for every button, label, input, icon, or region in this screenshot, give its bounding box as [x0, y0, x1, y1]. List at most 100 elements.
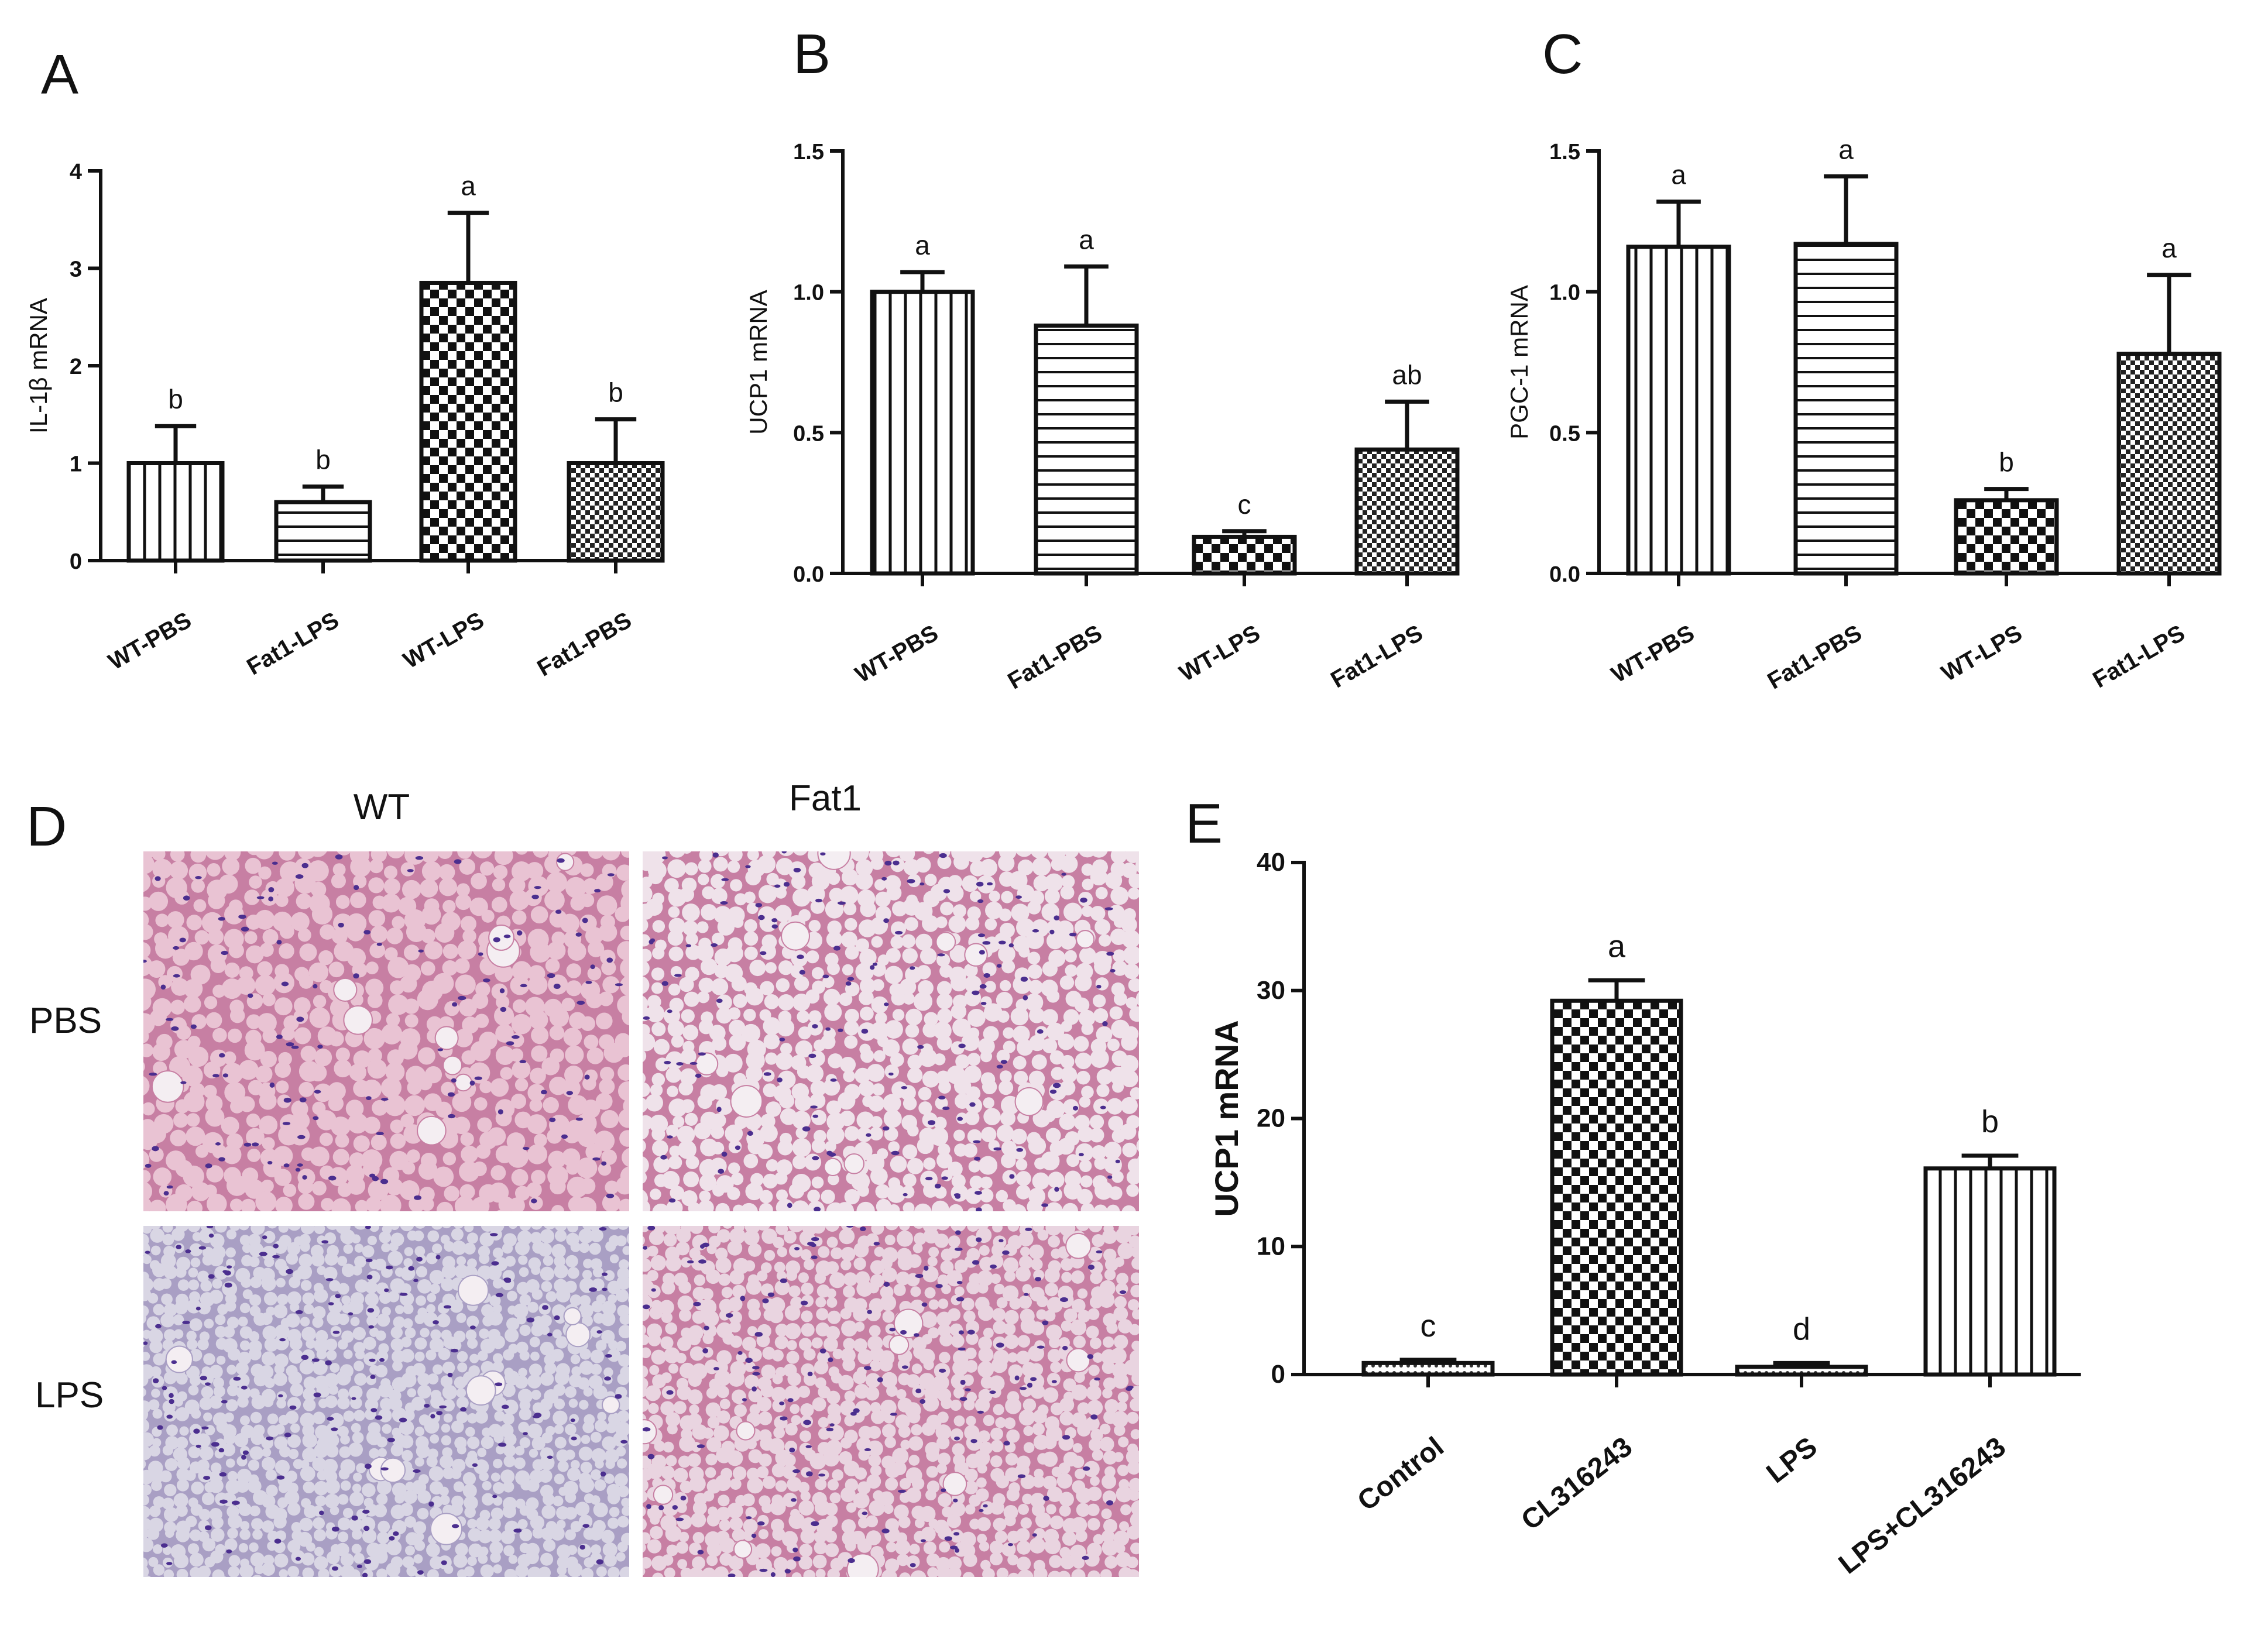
adipocyte-vacuole [242, 1289, 253, 1300]
nucleus [143, 1341, 148, 1345]
adipocyte-vacuole [909, 1544, 920, 1555]
adipocyte-vacuole [250, 1276, 262, 1289]
adipocyte-vacuole [675, 1353, 687, 1364]
adipocyte-vacuole [152, 851, 166, 861]
adipocyte-vacuole [1044, 1538, 1061, 1555]
adipocyte-vacuole [717, 918, 735, 936]
nucleus [999, 940, 1006, 944]
adipocyte-vacuole [725, 944, 743, 963]
adipocyte-vacuole [304, 1582, 313, 1592]
adipocyte-vacuole [588, 940, 605, 957]
adipocyte-vacuole [442, 1580, 454, 1592]
adipocyte-vacuole [365, 1281, 378, 1294]
nucleus [208, 1274, 215, 1279]
adipocyte-vacuole [250, 1552, 265, 1567]
adipocyte-vacuole [1099, 1423, 1111, 1435]
adipocyte-vacuole [924, 874, 937, 887]
nucleus [1017, 1474, 1026, 1479]
adipocyte-vacuole [805, 989, 820, 1004]
nucleus [602, 1287, 608, 1291]
adipocyte-vacuole [417, 1490, 431, 1504]
adipocyte-vacuole [643, 1518, 647, 1531]
adipocyte-vacuole [1058, 1462, 1070, 1475]
histology-panel: WT Fat1 PBS LPS [29, 778, 1158, 1597]
adipocyte-vacuole [762, 1476, 776, 1489]
adipocyte-vacuole [903, 1096, 917, 1111]
nucleus [872, 963, 878, 966]
adipocyte-vacuole [650, 1514, 660, 1525]
nucleus [1102, 1021, 1108, 1026]
adipocyte-vacuole [1060, 885, 1075, 900]
adipocyte-vacuole [1029, 1537, 1046, 1554]
nucleus [575, 932, 582, 937]
adipocyte-vacuole [567, 1226, 579, 1233]
adipocyte-vacuole [464, 1242, 476, 1255]
adipocyte-vacuole [936, 1152, 953, 1169]
large-vacuole [556, 853, 575, 871]
adipocyte-vacuole [526, 1479, 540, 1492]
y-tick-label: 40 [1257, 848, 1285, 877]
nucleus [278, 1394, 283, 1397]
nucleus [1051, 1380, 1057, 1383]
adipocyte-vacuole [248, 1459, 260, 1471]
adipocyte-vacuole [324, 1395, 338, 1408]
adipocyte-vacuole [1015, 1159, 1028, 1171]
adipocyte-vacuole [1142, 1487, 1158, 1503]
adipocyte-vacuole [286, 1313, 300, 1328]
nucleus [800, 1300, 808, 1305]
adipocyte-vacuole [967, 1009, 986, 1027]
adipocyte-vacuole [664, 1347, 680, 1363]
adipocyte-vacuole [228, 943, 244, 958]
adipocyte-vacuole [774, 1262, 785, 1273]
adipocyte-vacuole [895, 1582, 911, 1597]
nucleus [208, 1234, 214, 1238]
adipocyte-vacuole [1070, 1319, 1087, 1336]
adipocyte-vacuole [575, 1502, 590, 1516]
nucleus [376, 1132, 384, 1136]
x-tick-label: WT-LPS [399, 607, 489, 674]
adipocyte-vacuole [502, 1413, 514, 1425]
adipocyte-vacuole [438, 878, 457, 896]
nucleus [281, 981, 289, 987]
adipocyte-vacuole [444, 1565, 454, 1574]
adipocyte-vacuole [414, 1540, 426, 1551]
adipocyte-vacuole [892, 1448, 909, 1465]
adipocyte-vacuole [427, 1230, 440, 1242]
nucleus [1002, 1250, 1010, 1255]
adipocyte-vacuole [922, 1395, 939, 1412]
adipocyte-vacuole [1092, 1234, 1105, 1248]
adipocyte-vacuole [728, 1297, 743, 1312]
adipocyte-vacuole [527, 1114, 547, 1135]
adipocyte-vacuole [489, 1295, 501, 1307]
adipocyte-vacuole [591, 1448, 606, 1463]
adipocyte-vacuole [384, 947, 398, 961]
large-vacuole [942, 1472, 967, 1496]
adipocyte-vacuole [286, 1252, 298, 1265]
large-vacuole [643, 1419, 657, 1445]
adipocyte-vacuole [189, 1318, 203, 1331]
adipocyte-vacuole [768, 1308, 784, 1324]
adipocyte-vacuole [643, 1140, 646, 1152]
adipocyte-vacuole [262, 1325, 277, 1341]
adipocyte-vacuole [977, 1463, 987, 1474]
adipocyte-vacuole [457, 1362, 468, 1373]
nucleus [811, 1243, 816, 1248]
adipocyte-vacuole [827, 920, 842, 935]
adipocyte-vacuole [750, 1215, 763, 1228]
adipocyte-vacuole [608, 1340, 618, 1350]
adipocyte-vacuole [1022, 1493, 1033, 1504]
adipocyte-vacuole [732, 1528, 746, 1542]
adipocyte-vacuole [1137, 1156, 1139, 1166]
adipocyte-vacuole [594, 1131, 615, 1152]
adipocyte-vacuole [783, 1492, 798, 1507]
adipocyte-vacuole [313, 1411, 325, 1424]
adipocyte-vacuole [839, 1110, 855, 1126]
adipocyte-vacuole [706, 1244, 717, 1255]
adipocyte-vacuole [257, 1013, 277, 1033]
nucleus [596, 1330, 602, 1334]
adipocyte-vacuole [212, 1569, 225, 1577]
adipocyte-vacuole [580, 893, 595, 908]
nucleus [672, 1505, 678, 1510]
nucleus [781, 851, 787, 854]
adipocyte-vacuole [998, 945, 1015, 963]
